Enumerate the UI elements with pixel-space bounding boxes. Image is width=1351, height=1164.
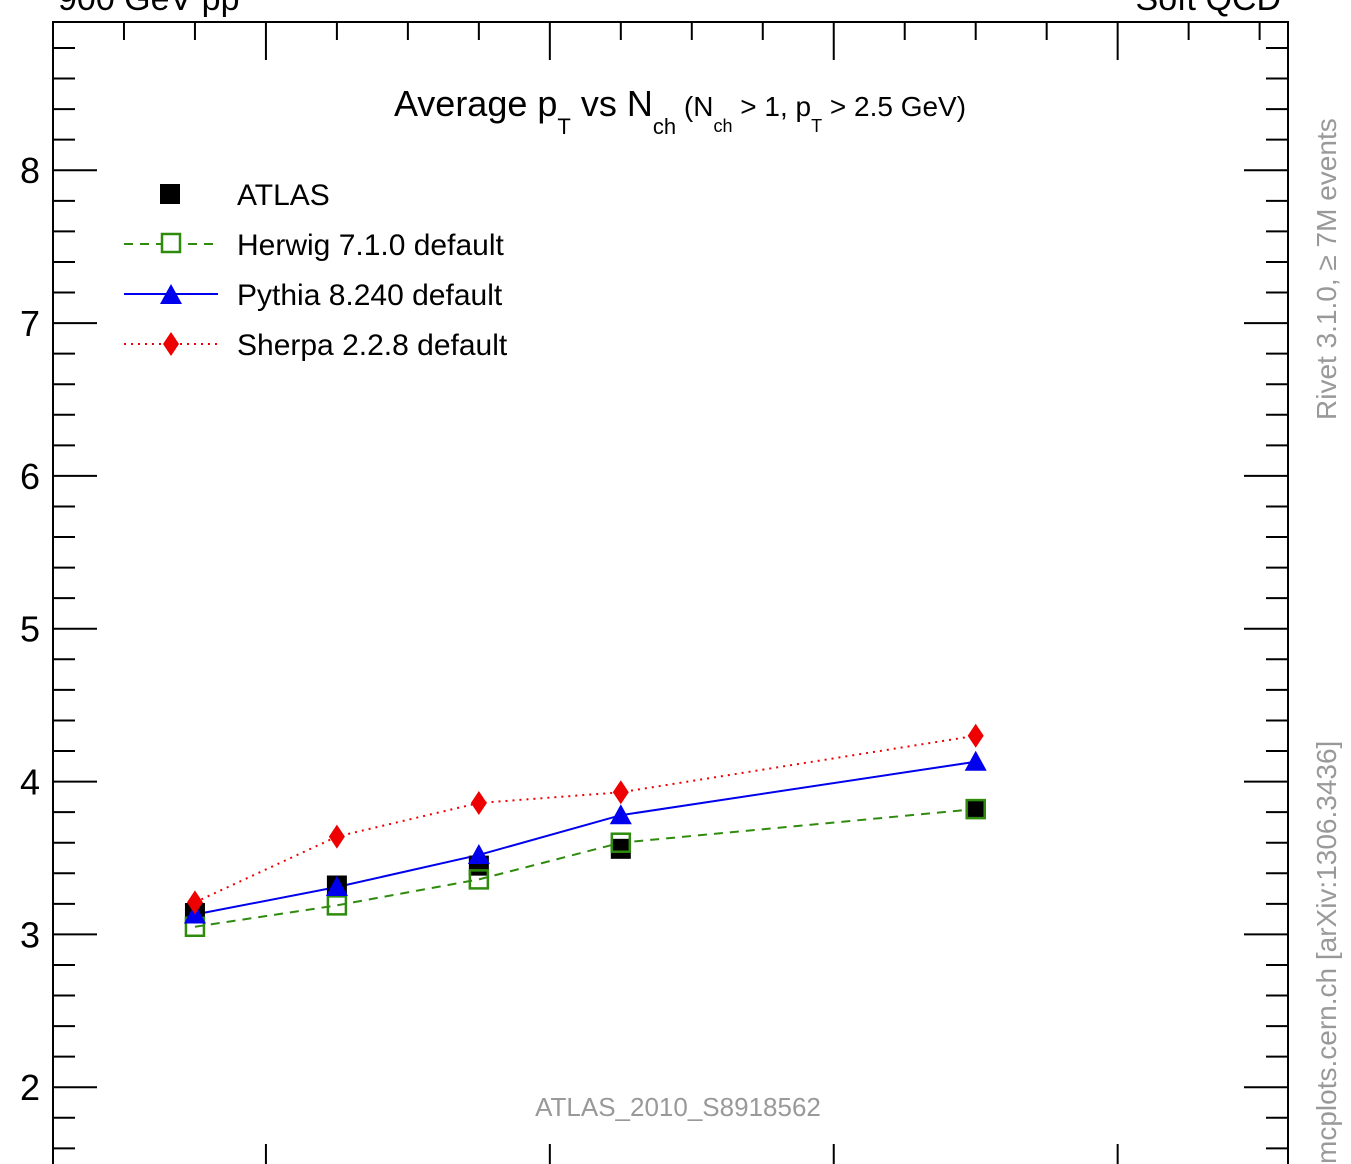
y-tick-label: 3	[20, 914, 40, 955]
y-tick-label: 2	[20, 1067, 40, 1108]
rivet-label: Rivet 3.1.0, ≥ 7M events	[1311, 118, 1342, 420]
data-point-pythia	[325, 876, 348, 897]
data-point-sherpa	[186, 890, 203, 915]
data-point-pythia	[964, 750, 987, 771]
series-line-sherpa	[194, 734, 976, 904]
y-tick-label: 8	[20, 150, 40, 191]
y-tick-label: 5	[20, 609, 40, 650]
legend-label-herwig: Herwig 7.1.0 default	[237, 229, 504, 262]
legend-label-atlas: ATLAS	[237, 179, 330, 212]
legend-marker-sherpa	[163, 332, 179, 356]
y-tick-label: 7	[20, 303, 40, 344]
data-point-herwig	[326, 895, 348, 916]
data-point-atlas	[610, 838, 631, 859]
series-line-herwig	[194, 808, 976, 928]
legend-marker-herwig	[160, 232, 182, 254]
collision-label: 900 GeV pp	[58, 0, 239, 16]
data-point-pythia	[467, 843, 490, 864]
legend-label-pythia: Pythia 8.240 default	[237, 279, 503, 312]
legend-marker-atlas	[160, 184, 180, 204]
process-label: Soft QCD	[1136, 0, 1281, 16]
series-line-pythia	[194, 760, 976, 916]
data-point-herwig	[468, 869, 490, 890]
legend-label-sherpa: Sherpa 2.2.8 default	[237, 329, 508, 362]
data-point-herwig	[965, 798, 986, 820]
y-tick-label: 4	[20, 762, 40, 803]
data-point-sherpa	[328, 824, 345, 849]
source-label: mcplots.cern.ch [arXiv:1306.3436]	[1311, 741, 1342, 1164]
chart-title: Average pT vs Nch (Nch > 1, pT > 2.5 GeV…	[394, 83, 966, 139]
data-point-pythia	[609, 804, 632, 825]
data-point-atlas	[965, 799, 986, 820]
data-point-sherpa	[470, 790, 487, 815]
data-point-herwig	[610, 832, 632, 853]
analysis-label: ATLAS_2010_S8918562	[535, 1092, 821, 1122]
legend: ATLAS Herwig 7.1.0 default Pythia 8.240 …	[124, 179, 508, 362]
y-tick-label: 6	[20, 456, 40, 497]
data-point-sherpa	[967, 723, 984, 748]
data-point-sherpa	[612, 780, 629, 805]
plot-frame	[52, 21, 1289, 1164]
legend-marker-pythia	[160, 284, 182, 304]
